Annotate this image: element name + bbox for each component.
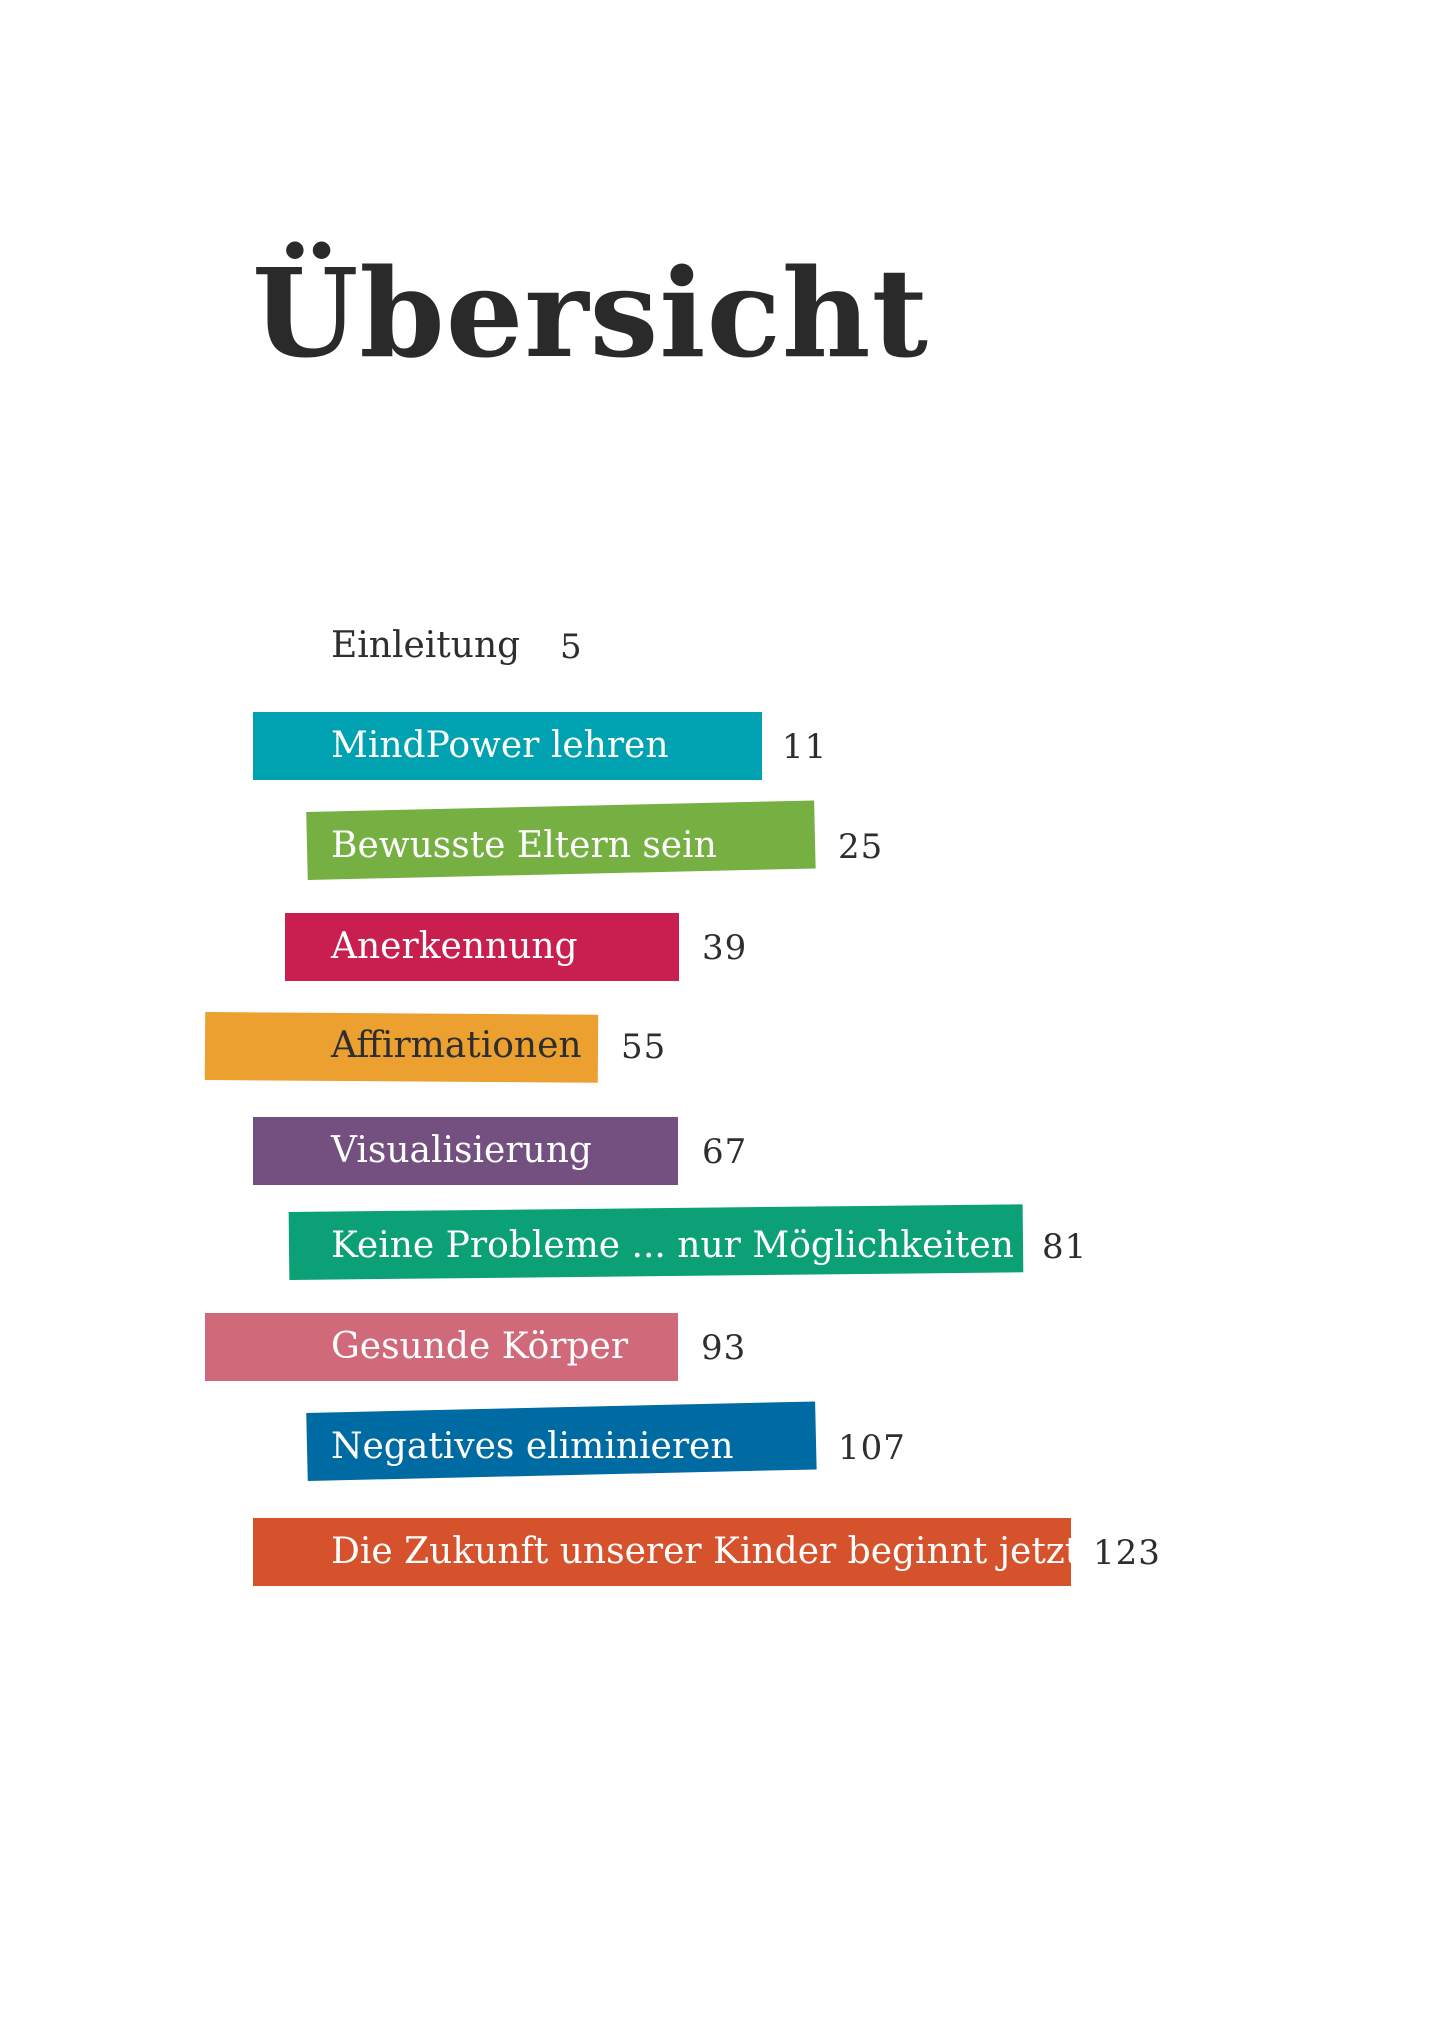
toc-color-bar (253, 1518, 1071, 1586)
toc-item-page-number: 67 (702, 1132, 748, 1172)
toc-item-label: Keine Probleme ... nur Möglichkeiten (331, 1225, 1014, 1266)
toc-item-keine-probleme[interactable]: Keine Probleme ... nur Möglichkeiten 81 (0, 1204, 1445, 1282)
toc-item-label: Einleitung (331, 625, 521, 666)
toc-item-label: Negatives eliminieren (331, 1426, 734, 1467)
toc-item-mindpower-lehren[interactable]: MindPower lehren 11 (0, 712, 1445, 782)
toc-item-die-zukunft[interactable]: Die Zukunft unserer Kinder beginnt jetzt… (0, 1518, 1445, 1588)
toc-item-page-number: 39 (702, 928, 748, 968)
toc-color-bar (253, 712, 762, 780)
toc-item-label: Die Zukunft unserer Kinder beginnt jetzt (331, 1531, 1080, 1572)
toc-item-gesunde-koerper[interactable]: Gesunde Körper 93 (0, 1313, 1445, 1383)
toc-item-anerkennung[interactable]: Anerkennung 39 (0, 913, 1445, 983)
toc-item-label: Bewusste Eltern sein (331, 825, 717, 866)
toc-item-page-number: 123 (1093, 1533, 1161, 1573)
toc-item-page-number: 81 (1042, 1227, 1088, 1267)
toc-item-label: Affirmationen (331, 1025, 582, 1066)
toc-item-label: MindPower lehren (331, 725, 669, 766)
toc-item-page-number: 11 (782, 727, 828, 767)
toc-color-bar (205, 1313, 678, 1381)
toc-item-page-number: 107 (838, 1428, 906, 1468)
toc-item-bewusste-eltern-sein[interactable]: Bewusste Eltern sein 25 (0, 800, 1445, 882)
toc-item-page-number: 5 (560, 627, 583, 667)
toc-item-page-number: 55 (621, 1027, 667, 1067)
toc-item-label: Visualisierung (331, 1130, 592, 1171)
toc-item-einleitung[interactable]: Einleitung 5 (0, 612, 1445, 682)
toc-color-bar (253, 1117, 678, 1185)
toc-item-label: Gesunde Körper (331, 1326, 629, 1367)
toc-item-page-number: 93 (701, 1328, 747, 1368)
toc-item-negatives-eliminieren[interactable]: Negatives eliminieren 107 (0, 1401, 1445, 1483)
page-title: Übersicht (252, 241, 929, 385)
toc-item-page-number: 25 (838, 827, 884, 867)
toc-item-label: Anerkennung (331, 926, 578, 967)
toc-color-bar (285, 913, 679, 981)
toc-item-affirmationen[interactable]: Affirmationen 55 (0, 1012, 1445, 1083)
toc-item-visualisierung[interactable]: Visualisierung 67 (0, 1117, 1445, 1187)
